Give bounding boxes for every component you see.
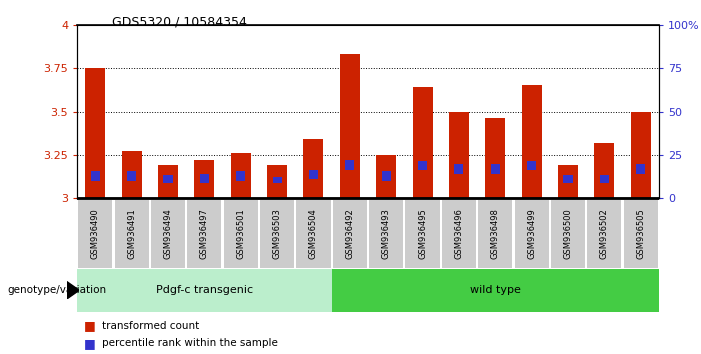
Bar bbox=[564, 175, 573, 183]
Polygon shape bbox=[67, 281, 79, 299]
Bar bbox=[522, 85, 542, 198]
Bar bbox=[122, 152, 142, 198]
FancyBboxPatch shape bbox=[587, 200, 622, 268]
Text: GSM936493: GSM936493 bbox=[382, 208, 390, 259]
Bar bbox=[376, 155, 396, 198]
Text: GSM936492: GSM936492 bbox=[346, 208, 354, 259]
FancyBboxPatch shape bbox=[77, 269, 332, 312]
FancyBboxPatch shape bbox=[515, 200, 549, 268]
Text: GSM936500: GSM936500 bbox=[564, 208, 573, 259]
FancyBboxPatch shape bbox=[405, 200, 440, 268]
Bar bbox=[346, 160, 355, 171]
Bar bbox=[381, 171, 390, 181]
Bar bbox=[631, 112, 651, 198]
Text: GSM936494: GSM936494 bbox=[163, 208, 172, 259]
Text: ■: ■ bbox=[84, 337, 96, 350]
FancyBboxPatch shape bbox=[151, 200, 185, 268]
Bar bbox=[200, 174, 209, 183]
Bar bbox=[491, 164, 500, 174]
Bar bbox=[127, 171, 136, 181]
FancyBboxPatch shape bbox=[478, 200, 512, 268]
Text: GSM936495: GSM936495 bbox=[418, 208, 427, 259]
Text: Pdgf-c transgenic: Pdgf-c transgenic bbox=[156, 285, 253, 295]
Text: GSM936496: GSM936496 bbox=[454, 208, 463, 259]
FancyBboxPatch shape bbox=[369, 200, 403, 268]
Text: GSM936497: GSM936497 bbox=[200, 208, 209, 259]
Bar bbox=[600, 175, 609, 183]
FancyBboxPatch shape bbox=[333, 200, 367, 268]
Bar bbox=[86, 68, 105, 198]
Bar bbox=[454, 164, 463, 174]
Text: GSM936505: GSM936505 bbox=[637, 208, 645, 259]
FancyBboxPatch shape bbox=[551, 200, 585, 268]
Text: genotype/variation: genotype/variation bbox=[7, 285, 106, 295]
Bar bbox=[163, 175, 172, 183]
Bar bbox=[558, 165, 578, 198]
Text: ■: ■ bbox=[84, 319, 96, 332]
Bar bbox=[267, 165, 287, 198]
Bar bbox=[90, 171, 100, 181]
Bar bbox=[304, 139, 323, 198]
Text: GSM936490: GSM936490 bbox=[91, 208, 100, 259]
Text: GSM936499: GSM936499 bbox=[527, 208, 536, 259]
Bar bbox=[231, 153, 251, 198]
FancyBboxPatch shape bbox=[79, 200, 112, 268]
Bar bbox=[485, 119, 505, 198]
FancyBboxPatch shape bbox=[624, 200, 658, 268]
FancyBboxPatch shape bbox=[332, 269, 659, 312]
Bar bbox=[194, 160, 215, 198]
FancyBboxPatch shape bbox=[224, 200, 258, 268]
Text: transformed count: transformed count bbox=[102, 321, 199, 331]
Bar bbox=[449, 112, 469, 198]
Bar bbox=[309, 170, 318, 179]
FancyBboxPatch shape bbox=[442, 200, 476, 268]
FancyBboxPatch shape bbox=[114, 200, 149, 268]
FancyBboxPatch shape bbox=[260, 200, 294, 268]
FancyBboxPatch shape bbox=[297, 200, 331, 268]
FancyBboxPatch shape bbox=[187, 200, 222, 268]
Text: GSM936502: GSM936502 bbox=[600, 208, 609, 259]
Text: GSM936504: GSM936504 bbox=[309, 208, 318, 259]
Text: GSM936498: GSM936498 bbox=[491, 208, 500, 259]
Text: GSM936501: GSM936501 bbox=[236, 208, 245, 259]
Bar bbox=[340, 54, 360, 198]
Bar bbox=[637, 164, 646, 174]
Bar bbox=[527, 161, 536, 171]
Text: wild type: wild type bbox=[470, 285, 521, 295]
Bar bbox=[594, 143, 614, 198]
Bar bbox=[158, 165, 178, 198]
Text: GDS5320 / 10584354: GDS5320 / 10584354 bbox=[112, 16, 247, 29]
Bar bbox=[273, 177, 282, 183]
Bar bbox=[413, 87, 433, 198]
Text: percentile rank within the sample: percentile rank within the sample bbox=[102, 338, 278, 348]
Bar bbox=[236, 171, 245, 181]
Text: GSM936503: GSM936503 bbox=[273, 208, 282, 259]
Bar bbox=[418, 161, 427, 171]
Text: GSM936491: GSM936491 bbox=[127, 208, 136, 259]
